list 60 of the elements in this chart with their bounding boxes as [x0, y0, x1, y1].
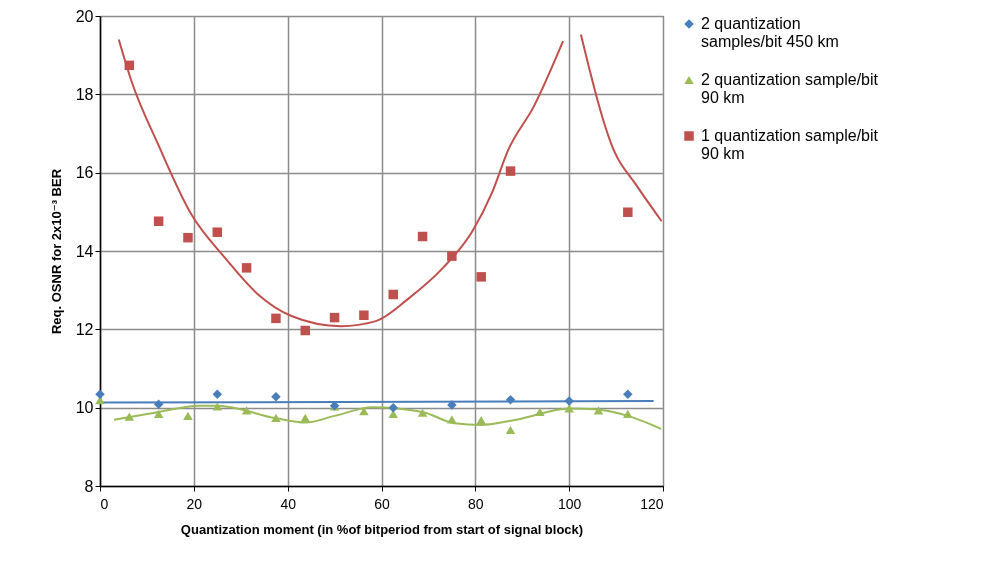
point	[153, 399, 164, 409]
line-series	[113, 404, 663, 430]
x-tick-label: 100	[557, 495, 582, 512]
point	[623, 389, 633, 400]
x-tick-label: 20	[186, 495, 203, 512]
point	[505, 395, 516, 405]
y-tick-label: 12	[75, 320, 94, 338]
line-series	[117, 38, 565, 328]
point	[535, 407, 545, 417]
point	[417, 408, 428, 417]
x-tick-label: 40	[280, 495, 297, 512]
y-tick-label: 16	[75, 164, 94, 182]
legend-label: 1 quantization sample/bit 90 km	[701, 127, 879, 162]
y-tick-label: 10	[75, 399, 94, 417]
point	[124, 412, 135, 421]
point	[300, 413, 310, 422]
y-axis-title: Req. OSNR for 2x10⁻³ BER	[48, 168, 64, 335]
point	[593, 406, 604, 415]
point	[388, 402, 398, 413]
point	[359, 407, 369, 416]
x-tick-label: 120	[640, 495, 664, 512]
point	[153, 409, 164, 419]
x-tick-label: 0	[100, 495, 109, 512]
point	[623, 207, 633, 217]
point	[153, 216, 164, 226]
point	[124, 60, 135, 71]
point	[564, 404, 574, 413]
point	[447, 415, 457, 424]
point	[183, 411, 193, 420]
y-tick-label: 14	[75, 242, 94, 260]
point	[359, 310, 369, 320]
point	[212, 227, 223, 237]
point	[212, 389, 223, 400]
legend-label: 2 quantization sample/bit 90 km	[701, 71, 879, 106]
point	[95, 389, 105, 400]
point	[271, 313, 281, 324]
y-tick-label: 18	[75, 85, 94, 103]
point	[505, 425, 516, 435]
point	[271, 413, 281, 422]
point	[505, 166, 516, 176]
legend-label: 2 quantization samples/bit 450 km	[701, 15, 839, 50]
point	[212, 402, 223, 411]
point	[300, 325, 310, 336]
point	[476, 272, 486, 282]
point	[388, 289, 398, 300]
x-axis-title: Quantization moment (in %of bitperiod from start of signal block)	[180, 521, 584, 537]
point	[417, 231, 428, 242]
x-tick-label: 80	[468, 495, 484, 512]
point	[241, 406, 252, 415]
point	[447, 251, 457, 261]
point	[183, 232, 193, 243]
point	[241, 263, 252, 273]
line-series	[579, 33, 663, 223]
point	[271, 391, 281, 402]
point	[329, 312, 340, 323]
point	[476, 416, 486, 425]
y-tick-label: 20	[75, 7, 94, 25]
x-tick-label: 60	[374, 495, 390, 512]
point	[623, 409, 633, 419]
y-tick-label: 8	[84, 477, 94, 495]
